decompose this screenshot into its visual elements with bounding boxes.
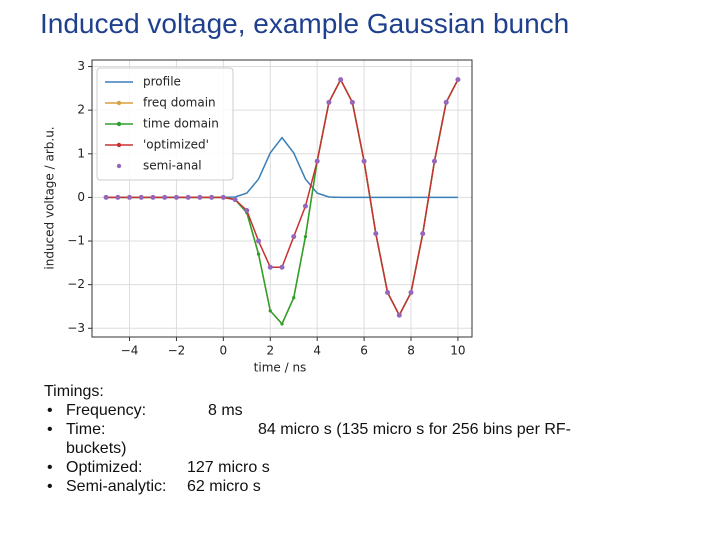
timing-label: Optimized: bbox=[66, 459, 143, 476]
timing-label: Semi-analytic: bbox=[66, 478, 167, 495]
y-tick-label: 0 bbox=[77, 190, 85, 204]
point bbox=[455, 77, 461, 83]
legend-marker bbox=[116, 121, 122, 127]
point bbox=[209, 194, 215, 200]
point bbox=[267, 264, 273, 270]
timing-item: Time:84 micro s (135 micro s for 256 bin… bbox=[44, 420, 616, 458]
x-tick-label: 10 bbox=[450, 344, 465, 358]
point bbox=[103, 194, 109, 200]
point bbox=[268, 309, 272, 313]
point bbox=[232, 197, 238, 203]
point bbox=[373, 231, 379, 237]
chart: time / ns induced voltage / arb.u. −4 −2 0… bbox=[43, 59, 473, 375]
legend-marker bbox=[116, 100, 122, 106]
timing-value: 127 micro s bbox=[187, 459, 270, 476]
legend-label: semi-anal bbox=[143, 159, 202, 173]
legend-marker bbox=[116, 142, 122, 148]
legend-label: freq domain bbox=[143, 96, 216, 110]
x-tick-label: 2 bbox=[266, 344, 274, 358]
timing-value: 84 micro s (135 micro s for 256 bins per… bbox=[66, 421, 571, 457]
point bbox=[291, 234, 297, 240]
point bbox=[279, 264, 285, 270]
point bbox=[431, 158, 437, 164]
x-tick-label: 8 bbox=[407, 344, 415, 358]
point bbox=[127, 194, 133, 200]
point bbox=[408, 290, 414, 296]
notes: Timings: Frequency:8 msTime:84 micro s (… bbox=[44, 382, 616, 496]
plot-frame bbox=[91, 59, 473, 338]
point bbox=[302, 203, 308, 209]
x-tick-label: 6 bbox=[360, 344, 368, 358]
x-tick-label: 0 bbox=[220, 344, 228, 358]
notes-heading: Timings: bbox=[44, 383, 104, 400]
timing-value: 8 ms bbox=[208, 402, 243, 419]
y-tick-label: 2 bbox=[77, 103, 85, 117]
point bbox=[349, 99, 355, 105]
point bbox=[280, 322, 284, 326]
point bbox=[443, 99, 449, 105]
y-tick-label: 1 bbox=[77, 146, 85, 160]
timing-label: Time: bbox=[66, 421, 106, 438]
point bbox=[256, 238, 262, 244]
legend-marker bbox=[116, 163, 122, 169]
point bbox=[396, 312, 402, 318]
x-axis-label: time / ns bbox=[254, 361, 307, 375]
slide-title: Induced voltage, example Gaussian bunch bbox=[40, 8, 570, 39]
point bbox=[162, 194, 168, 200]
timing-item: Semi-analytic: 62 micro s bbox=[44, 477, 616, 496]
point bbox=[326, 99, 332, 105]
point bbox=[338, 77, 344, 83]
legend-box bbox=[96, 67, 234, 181]
point bbox=[185, 194, 191, 200]
x-tick-label: 4 bbox=[313, 344, 321, 358]
timing-item: Optimized: 127 micro s bbox=[44, 458, 616, 477]
point bbox=[244, 207, 250, 213]
point bbox=[361, 158, 367, 164]
point bbox=[385, 290, 391, 296]
point bbox=[150, 194, 156, 200]
point bbox=[256, 252, 261, 256]
y-tick-label: −3 bbox=[67, 321, 85, 335]
y-tick-label: −2 bbox=[67, 277, 85, 291]
point bbox=[303, 235, 308, 239]
point bbox=[115, 194, 121, 200]
x-tick-label: −2 bbox=[168, 344, 186, 358]
y-tick-label: −1 bbox=[67, 234, 85, 248]
timing-item: Frequency: 8 ms bbox=[44, 401, 616, 420]
x-tick-label: −4 bbox=[121, 344, 139, 358]
point bbox=[292, 296, 296, 300]
point bbox=[138, 194, 144, 200]
legend-label: profile bbox=[143, 75, 181, 89]
point bbox=[220, 194, 226, 200]
point bbox=[420, 231, 426, 237]
legend-label: 'optimized' bbox=[143, 138, 209, 152]
notes-list: Frequency:8 msTime:84 micro s (135 micro… bbox=[44, 401, 616, 496]
point bbox=[314, 158, 320, 164]
timing-label: Frequency: bbox=[66, 402, 147, 419]
y-axis-label: induced voltage / arb.u. bbox=[43, 126, 57, 269]
legend-label: time domain bbox=[143, 117, 219, 131]
y-tick-label: 3 bbox=[77, 59, 85, 73]
point bbox=[197, 194, 203, 200]
point bbox=[173, 194, 179, 200]
timing-value: 62 micro s bbox=[187, 478, 261, 495]
